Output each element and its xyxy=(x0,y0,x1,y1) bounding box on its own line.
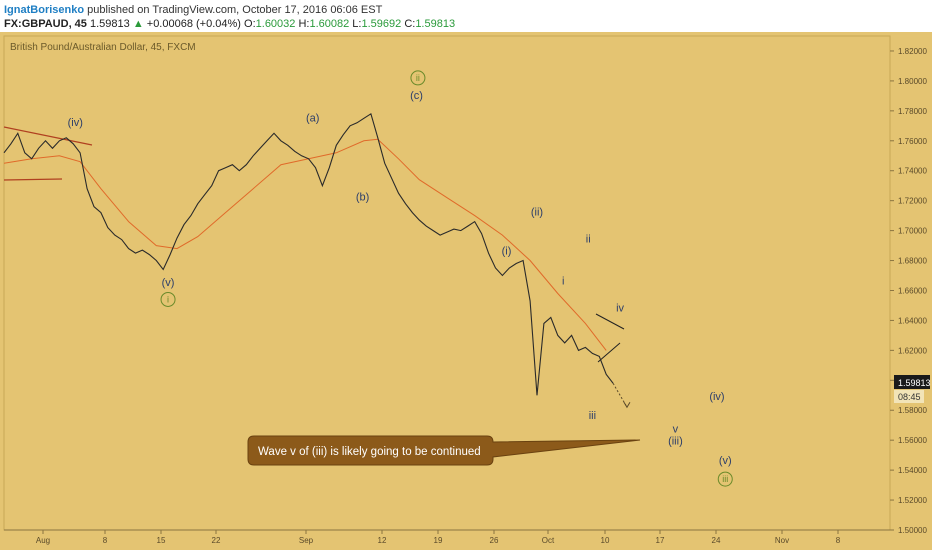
x-tick-label: 8 xyxy=(836,536,841,545)
price-chart[interactable]: British Pound/Australian Dollar, 45, FXC… xyxy=(0,32,932,550)
wave-label: v xyxy=(673,424,679,436)
price-badge-text: 1.59813 xyxy=(898,378,931,388)
x-tick-label: Sep xyxy=(299,536,314,545)
x-tick-label: 26 xyxy=(490,536,499,545)
x-tick-label: 8 xyxy=(103,536,108,545)
high-label: H: xyxy=(298,18,310,30)
close-value: 1.59813 xyxy=(415,18,456,30)
wave-label: iii xyxy=(589,410,596,422)
y-tick-label: 1.66000 xyxy=(898,286,927,295)
wave-label: (v) xyxy=(162,277,175,289)
x-tick-label: 22 xyxy=(212,536,221,545)
wave-label: (iv) xyxy=(68,117,83,129)
wave-label: iii xyxy=(722,474,728,484)
author-link[interactable]: IgnatBorisenko xyxy=(4,4,85,16)
x-tick-label: Aug xyxy=(36,536,50,545)
y-tick-label: 1.56000 xyxy=(898,436,927,445)
x-tick-label: 17 xyxy=(656,536,665,545)
y-tick-label: 1.50000 xyxy=(898,526,927,535)
chart-header: IgnatBorisenko published on TradingView.… xyxy=(0,0,932,32)
y-tick-label: 1.68000 xyxy=(898,257,927,266)
y-tick-label: 1.72000 xyxy=(898,197,927,206)
wave-label: (iv) xyxy=(709,391,724,403)
up-arrow-icon: ▲ xyxy=(132,18,144,30)
wave-label: (ii) xyxy=(531,207,543,219)
time-badge-text: 08:45 xyxy=(898,392,921,402)
x-tick-label: 19 xyxy=(434,536,443,545)
y-tick-label: 1.58000 xyxy=(898,406,927,415)
wave-label: i xyxy=(562,275,564,287)
trendline-upper[interactable] xyxy=(3,126,93,146)
price-line[interactable] xyxy=(3,112,614,396)
wave-label: (a) xyxy=(306,112,319,124)
x-tick-label: 10 xyxy=(601,536,610,545)
x-axis: Aug 8 15 22 Sep 12 19 26 Oct 10 17 24 Nov 8 xyxy=(4,529,890,545)
wave-label: (b) xyxy=(356,192,369,204)
wave-label: ii xyxy=(586,234,591,246)
y-tick-label: 1.54000 xyxy=(898,466,927,475)
published-text: published on TradingView.com, October 17… xyxy=(87,4,383,16)
wave-circle xyxy=(160,291,176,307)
chart-background xyxy=(0,32,932,550)
trendline-lower[interactable] xyxy=(3,178,63,181)
x-tick-label: Nov xyxy=(775,536,789,545)
callout[interactable]: Wave v of (iii) is likely going to be co… xyxy=(247,435,641,466)
x-tick-label: 15 xyxy=(157,536,166,545)
y-tick-label: 1.52000 xyxy=(898,496,927,505)
x-tick-label: 24 xyxy=(712,536,721,545)
low-label: L: xyxy=(352,18,362,30)
open-label: O: xyxy=(244,18,256,30)
y-tick-label: 1.80000 xyxy=(898,77,927,86)
high-value: 1.60082 xyxy=(309,18,350,30)
low-value: 1.59692 xyxy=(361,18,402,30)
symbol-label[interactable]: FX:GBPAUD, 45 xyxy=(4,18,87,30)
wave-label: (iii) xyxy=(668,436,683,448)
last-price: 1.59813 xyxy=(89,18,130,30)
y-tick-label: 1.78000 xyxy=(898,107,927,116)
open-value: 1.60032 xyxy=(255,18,296,30)
change-value: +0.00068 (+0.04%) xyxy=(146,18,241,30)
wave-label: (v) xyxy=(719,455,732,467)
callout-bubble[interactable] xyxy=(247,435,641,466)
projection-arrowhead xyxy=(623,401,631,409)
wave-label: ii xyxy=(416,73,420,83)
chart-title: British Pound/Australian Dollar, 45, FXC… xyxy=(10,42,196,53)
price-badge-bg xyxy=(894,375,930,389)
callout-text: Wave v of (iii) is likely going to be co… xyxy=(258,446,481,458)
y-tick-label: 1.76000 xyxy=(898,137,927,146)
time-badge-bg xyxy=(894,390,924,403)
wave-annotations: (iv)(v)i(a)(b)(c)ii(ii)(i)iiiiviiiv(iii)… xyxy=(68,70,733,487)
triangle-lower[interactable] xyxy=(597,342,621,363)
y-tick-label: 1.70000 xyxy=(898,227,927,236)
wave-label: (c) xyxy=(410,90,423,102)
trendlines[interactable] xyxy=(3,126,625,363)
wave-label: (i) xyxy=(502,246,512,258)
wave-circle xyxy=(717,471,733,487)
close-label: C: xyxy=(404,18,416,30)
x-tick-label: Oct xyxy=(542,536,555,545)
price-badge: 1.59813 08:45 xyxy=(894,375,931,403)
y-tick-label: 1.82000 xyxy=(898,47,927,56)
wave-label: iv xyxy=(616,302,624,314)
publication-line: IgnatBorisenko published on TradingView.… xyxy=(4,4,382,16)
y-tick-label: 1.62000 xyxy=(898,346,927,355)
wave-circle xyxy=(410,70,426,86)
projection-arrow xyxy=(612,383,628,408)
y-tick-label: 1.74000 xyxy=(898,167,927,176)
quote-line: FX:GBPAUD, 45 1.59813 ▲ +0.00068 (+0.04%… xyxy=(4,18,455,30)
wave-label: i xyxy=(167,294,169,304)
triangle-upper[interactable] xyxy=(595,313,625,330)
x-tick-label: 12 xyxy=(378,536,387,545)
y-tick-label: 1.64000 xyxy=(898,316,927,325)
